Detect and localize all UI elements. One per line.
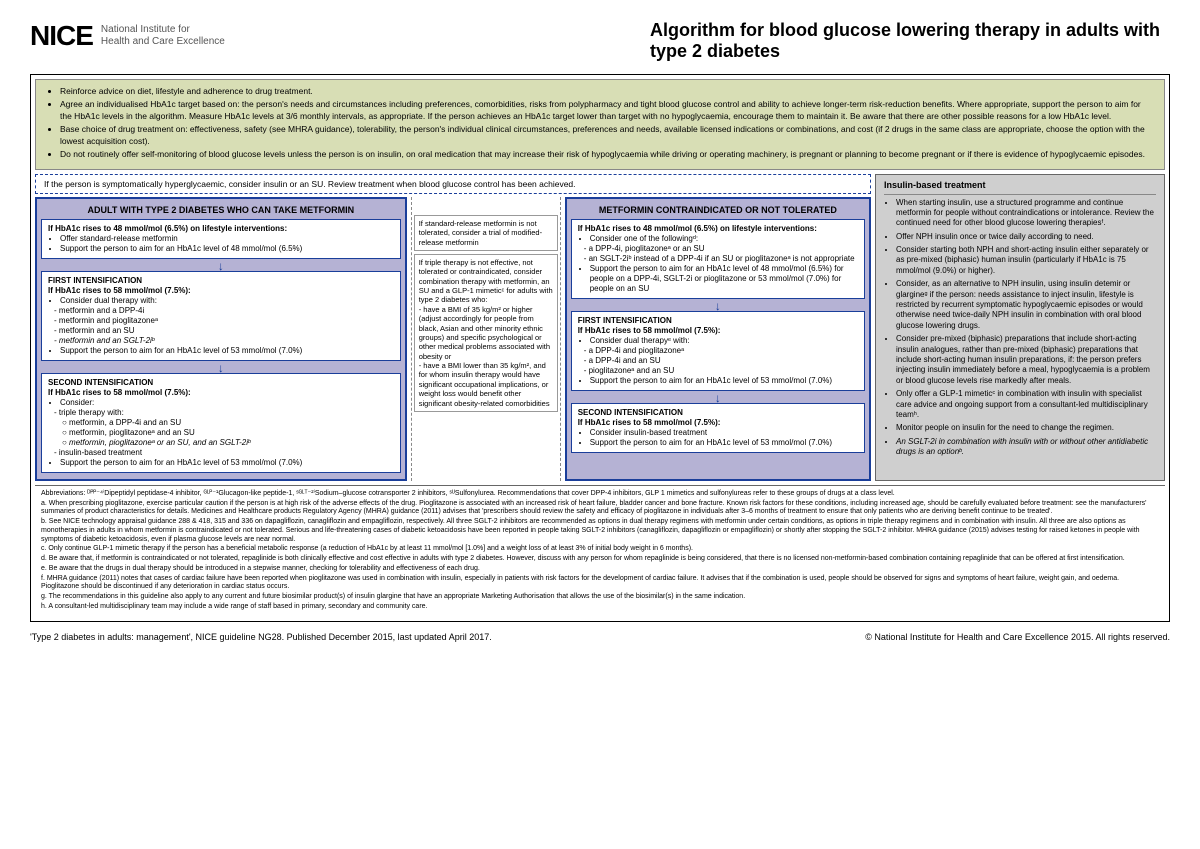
advice-item: Reinforce advice on diet, lifestyle and …: [60, 86, 1154, 97]
footnote: b. See NICE technology appraisal guidanc…: [41, 518, 1159, 544]
insulin-item: Consider, as an alternative to NPH insul…: [896, 279, 1156, 331]
footer-right: © National Institute for Health and Care…: [865, 632, 1170, 642]
logo-line2: Health and Care Excellence: [101, 36, 225, 48]
step-sub: - a DPP-4i, pioglitazoneᵃ or an SU: [578, 244, 858, 254]
advice-box: Reinforce advice on diet, lifestyle and …: [35, 79, 1165, 170]
hyperglycaemic-note: If the person is symptomatically hypergl…: [35, 174, 871, 194]
step-item: Consider dual therapy with:: [60, 296, 394, 306]
step-sub: ○ metformin, pioglitazoneᵃ and an SU: [48, 428, 394, 438]
step-heading: If HbA1c rises to 48 mmol/mol (6.5%) on …: [578, 224, 858, 234]
mid-column: If standard-release metformin is not tol…: [411, 197, 561, 481]
contra-step1: If HbA1c rises to 48 mmol/mol (6.5%) on …: [571, 219, 865, 299]
footnote: c. Only continue GLP-1 mimetic therapy i…: [41, 545, 1159, 554]
step-sub: - metformin and an SGLT-2iᵇ: [48, 336, 394, 346]
step-item: Consider dual therapyᵉ with:: [590, 336, 858, 346]
step-sub: - an SGLT-2iᵇ instead of a DPP-4i if an …: [578, 254, 858, 264]
insulin-item: Only offer a GLP-1 mimeticᶜ in combinati…: [896, 389, 1156, 420]
mid-note-2: If triple therapy is not effective, not …: [414, 254, 558, 412]
step-heading: If HbA1c rises to 58 mmol/mol (7.5%):: [48, 286, 394, 296]
insulin-heading: Insulin-based treatment: [884, 180, 1156, 195]
step-sub: - pioglitazoneᵃ and an SU: [578, 366, 858, 376]
mid-note-1: If standard-release metformin is not tol…: [414, 215, 558, 251]
step-item: Support the person to aim for an HbA1c l…: [60, 458, 394, 468]
step-heading: If HbA1c rises to 48 mmol/mol (6.5%) on …: [48, 224, 394, 234]
step-heading: If HbA1c rises to 58 mmol/mol (7.5%):: [578, 326, 858, 336]
footnote: a. When prescribing pioglitazone, exerci…: [41, 500, 1159, 518]
step-heading: If HbA1c rises to 58 mmol/mol (7.5%):: [48, 388, 394, 398]
step-sub: - metformin and pioglitazoneᵃ: [48, 316, 394, 326]
contra-panel: METFORMIN CONTRAINDICATED OR NOT TOLERAT…: [565, 197, 871, 481]
insulin-item: An SGLT-2i in combination with insulin w…: [896, 437, 1156, 458]
step-sub: ○ metformin, a DPP-4i and an SU: [48, 418, 394, 428]
insulin-item: Consider starting both NPH and short-act…: [896, 245, 1156, 276]
footer-left: 'Type 2 diabetes in adults: management',…: [30, 632, 492, 642]
abbreviations-block: Abbreviations: ᴰᴾᴾ⁻⁴ⁱDipeptidyl peptidas…: [35, 485, 1165, 617]
advice-item: Base choice of drug treatment on: effect…: [60, 124, 1154, 147]
step-sub: - metformin and an SU: [48, 326, 394, 336]
step-item: Support the person to aim for an HbA1c l…: [590, 376, 858, 386]
main-frame: Reinforce advice on diet, lifestyle and …: [30, 74, 1170, 622]
step-item: Support the person to aim for an HbA1c l…: [60, 244, 394, 254]
insulin-item: Monitor people on insulin for the need t…: [896, 423, 1156, 433]
step-sub: - metformin and a DPP-4i: [48, 306, 394, 316]
metformin-title: ADULT WITH TYPE 2 DIABETES WHO CAN TAKE …: [41, 203, 401, 219]
step-item: Support the person to aim for an HbA1c l…: [590, 438, 858, 448]
step-item: Consider one of the followingᵈ:: [590, 234, 858, 244]
algorithm-columns: ADULT WITH TYPE 2 DIABETES WHO CAN TAKE …: [35, 197, 871, 481]
step-label: FIRST INTENSIFICATION: [578, 316, 858, 326]
footnote: d. Be aware that, if metformin is contra…: [41, 555, 1159, 564]
header: NICE National Institute for Health and C…: [30, 20, 1170, 62]
step-item: Support the person to aim for an HbA1c l…: [60, 346, 394, 356]
insulin-panel: Insulin-based treatment When starting in…: [875, 174, 1165, 481]
logo-text: National Institute for Health and Care E…: [101, 24, 225, 48]
footnote: h. A consultant-led multidisciplinary te…: [41, 603, 1159, 612]
advice-item: Do not routinely offer self-monitoring o…: [60, 149, 1154, 160]
step-item: Consider insulin-based treatment: [590, 428, 858, 438]
step-item: Support the person to aim for an HbA1c l…: [590, 264, 858, 294]
step-sub: - a DPP-4i and an SU: [578, 356, 858, 366]
metformin-panel: ADULT WITH TYPE 2 DIABETES WHO CAN TAKE …: [35, 197, 407, 481]
step-sub: - triple therapy with:: [48, 408, 394, 418]
metformin-step3: SECOND INTENSIFICATION If HbA1c rises to…: [41, 373, 401, 473]
footer: 'Type 2 diabetes in adults: management',…: [30, 632, 1170, 642]
step-label: SECOND INTENSIFICATION: [578, 408, 858, 418]
step-label: SECOND INTENSIFICATION: [48, 378, 394, 388]
step-item: Consider:: [60, 398, 394, 408]
footnote: f. MHRA guidance (2011) notes that cases…: [41, 575, 1159, 593]
footnote: g. The recommendations in this guideline…: [41, 593, 1159, 602]
step-item: Offer standard-release metformin: [60, 234, 394, 244]
insulin-item: When starting insulin, use a structured …: [896, 198, 1156, 229]
algorithm-left: If the person is symptomatically hypergl…: [35, 174, 871, 481]
contra-title: METFORMIN CONTRAINDICATED OR NOT TOLERAT…: [571, 203, 865, 219]
logo-line1: National Institute for: [101, 24, 225, 36]
contra-step3: SECOND INTENSIFICATION If HbA1c rises to…: [571, 403, 865, 453]
step-sub: - insulin-based treatment: [48, 448, 394, 458]
step-sub: - a DPP-4i and pioglitazoneᵃ: [578, 346, 858, 356]
metformin-step2: FIRST INTENSIFICATION If HbA1c rises to …: [41, 271, 401, 361]
metformin-step1: If HbA1c rises to 48 mmol/mol (6.5%) on …: [41, 219, 401, 259]
footnote: e. Be aware that the drugs in dual thera…: [41, 565, 1159, 574]
step-label: FIRST INTENSIFICATION: [48, 276, 394, 286]
algorithm-row: If the person is symptomatically hypergl…: [35, 174, 1165, 481]
insulin-item: Offer NPH insulin once or twice daily ac…: [896, 232, 1156, 242]
step-sub: ○ metformin, pioglitazoneᵃ or an SU, and…: [48, 438, 394, 448]
step-heading: If HbA1c rises to 58 mmol/mol (7.5%):: [578, 418, 858, 428]
insulin-item: Consider pre-mixed (biphasic) preparatio…: [896, 334, 1156, 386]
logo-mark: NICE: [30, 20, 93, 52]
advice-item: Agree an individualised HbA1c target bas…: [60, 99, 1154, 122]
contra-step2: FIRST INTENSIFICATION If HbA1c rises to …: [571, 311, 865, 391]
abbrev-head: Abbreviations: ᴰᴾᴾ⁻⁴ⁱDipeptidyl peptidas…: [41, 490, 1159, 499]
page-title: Algorithm for blood glucose lowering the…: [650, 20, 1170, 62]
nice-logo: NICE National Institute for Health and C…: [30, 20, 225, 52]
